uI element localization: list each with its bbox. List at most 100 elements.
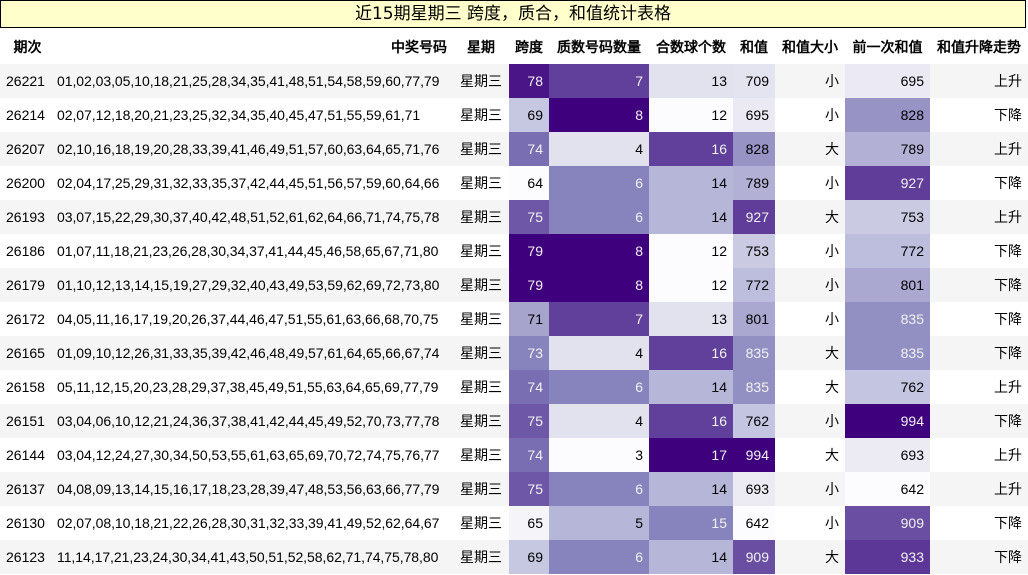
cell-weekday: 星期三 <box>453 404 509 438</box>
cell-sum: 835 <box>733 370 775 404</box>
cell-composite-count: 14 <box>649 166 733 200</box>
cell-trend: 下降 <box>930 506 1028 540</box>
cell-sum: 695 <box>733 98 775 132</box>
cell-numbers: 04,08,09,13,14,15,16,17,18,23,28,39,47,4… <box>55 472 453 506</box>
cell-prev-sum: 789 <box>845 132 930 166</box>
cell-numbers: 01,02,03,05,10,18,21,25,28,34,35,41,48,5… <box>55 64 453 98</box>
cell-sum: 801 <box>733 302 775 336</box>
cell-numbers: 03,04,06,10,12,21,24,36,37,38,41,42,44,4… <box>55 404 453 438</box>
cell-sum: 772 <box>733 268 775 302</box>
cell-weekday: 星期三 <box>453 98 509 132</box>
cell-numbers: 11,14,17,21,23,24,30,34,41,43,50,51,52,5… <box>55 540 453 574</box>
cell-issue: 26207 <box>0 132 55 166</box>
table-row: 26214 02,07,12,18,20,21,23,25,32,34,35,40… <box>0 98 1028 132</box>
cell-sum-size: 小 <box>775 302 845 336</box>
cell-prev-sum: 933 <box>845 540 930 574</box>
cell-span: 75 <box>509 404 549 438</box>
table-row: 26179 01,10,12,13,14,15,19,27,29,32,40,43… <box>0 268 1028 302</box>
cell-prime-count: 6 <box>549 472 649 506</box>
cell-composite-count: 16 <box>649 404 733 438</box>
table-row: 26165 01,09,10,12,26,31,33,35,39,42,46,48… <box>0 336 1028 370</box>
cell-span: 73 <box>509 336 549 370</box>
cell-sum: 909 <box>733 540 775 574</box>
table-row: 26200 02,04,17,25,29,31,32,33,35,37,42,44… <box>0 166 1028 200</box>
cell-weekday: 星期三 <box>453 438 509 472</box>
cell-sum-size: 大 <box>775 540 845 574</box>
cell-trend: 上升 <box>930 132 1028 166</box>
cell-prev-sum: 693 <box>845 438 930 472</box>
cell-numbers: 03,04,12,24,27,30,34,50,53,55,61,63,65,6… <box>55 438 453 472</box>
header-row: 期次 中奖号码 星期 跨度 质数号码数量 合数球个数 和值 和值大小 前一次和值… <box>0 30 1028 64</box>
cell-prime-count: 4 <box>549 132 649 166</box>
header-weekday: 星期 <box>467 39 495 55</box>
cell-trend: 下降 <box>930 234 1028 268</box>
cell-sum-size: 小 <box>775 64 845 98</box>
cell-prev-sum: 828 <box>845 98 930 132</box>
cell-trend: 下降 <box>930 336 1028 370</box>
cell-prev-sum: 753 <box>845 200 930 234</box>
cell-composite-count: 16 <box>649 132 733 166</box>
cell-prime-count: 5 <box>549 506 649 540</box>
cell-span: 69 <box>509 98 549 132</box>
cell-trend: 上升 <box>930 200 1028 234</box>
cell-sum: 642 <box>733 506 775 540</box>
cell-sum: 835 <box>733 336 775 370</box>
cell-prime-count: 7 <box>549 64 649 98</box>
cell-prime-count: 8 <box>549 98 649 132</box>
table-row: 26144 03,04,12,24,27,30,34,50,53,55,61,63… <box>0 438 1028 472</box>
cell-composite-count: 12 <box>649 268 733 302</box>
cell-sum-size: 小 <box>775 506 845 540</box>
cell-weekday: 星期三 <box>453 166 509 200</box>
cell-prev-sum: 909 <box>845 506 930 540</box>
cell-sum-size: 大 <box>775 336 845 370</box>
cell-prev-sum: 695 <box>845 64 930 98</box>
header-issue: 期次 <box>13 39 42 55</box>
cell-composite-count: 12 <box>649 234 733 268</box>
header-prev-sum: 前一次和值 <box>852 39 923 55</box>
cell-issue: 26186 <box>0 234 55 268</box>
cell-trend: 上升 <box>930 438 1028 472</box>
cell-span: 75 <box>509 200 549 234</box>
cell-prime-count: 6 <box>549 166 649 200</box>
cell-issue: 26214 <box>0 98 55 132</box>
cell-trend: 下降 <box>930 404 1028 438</box>
cell-sum-size: 大 <box>775 132 845 166</box>
cell-prev-sum: 772 <box>845 234 930 268</box>
cell-weekday: 星期三 <box>453 472 509 506</box>
cell-prev-sum: 835 <box>845 302 930 336</box>
cell-prime-count: 6 <box>549 200 649 234</box>
table-row: 26193 03,07,15,22,29,30,37,40,42,48,51,52… <box>0 200 1028 234</box>
cell-composite-count: 15 <box>649 506 733 540</box>
cell-span: 74 <box>509 132 549 166</box>
cell-weekday: 星期三 <box>453 132 509 166</box>
cell-composite-count: 14 <box>649 540 733 574</box>
header-sum-size: 和值大小 <box>782 39 838 55</box>
table-row: 26221 01,02,03,05,10,18,21,25,28,34,35,41… <box>0 64 1028 98</box>
cell-trend: 下降 <box>930 268 1028 302</box>
cell-composite-count: 14 <box>649 370 733 404</box>
cell-span: 79 <box>509 234 549 268</box>
cell-sum-size: 小 <box>775 472 845 506</box>
cell-span: 75 <box>509 472 549 506</box>
table-body: 26221 01,02,03,05,10,18,21,25,28,34,35,41… <box>0 64 1028 574</box>
cell-numbers: 02,04,17,25,29,31,32,33,35,37,42,44,45,5… <box>55 166 453 200</box>
cell-composite-count: 12 <box>649 98 733 132</box>
cell-span: 71 <box>509 302 549 336</box>
cell-sum-size: 大 <box>775 200 845 234</box>
cell-sum: 927 <box>733 200 775 234</box>
cell-numbers: 01,07,11,18,21,23,26,28,30,34,37,41,44,4… <box>55 234 453 268</box>
cell-weekday: 星期三 <box>453 200 509 234</box>
cell-weekday: 星期三 <box>453 234 509 268</box>
cell-weekday: 星期三 <box>453 370 509 404</box>
cell-issue: 26151 <box>0 404 55 438</box>
cell-weekday: 星期三 <box>453 268 509 302</box>
cell-issue: 26144 <box>0 438 55 472</box>
cell-sum-size: 小 <box>775 268 845 302</box>
cell-composite-count: 17 <box>649 438 733 472</box>
cell-span: 69 <box>509 540 549 574</box>
cell-issue: 26179 <box>0 268 55 302</box>
cell-sum: 709 <box>733 64 775 98</box>
cell-composite-count: 16 <box>649 336 733 370</box>
table-row: 26130 02,07,08,10,18,21,22,26,28,30,31,32… <box>0 506 1028 540</box>
header-span: 跨度 <box>515 39 543 55</box>
